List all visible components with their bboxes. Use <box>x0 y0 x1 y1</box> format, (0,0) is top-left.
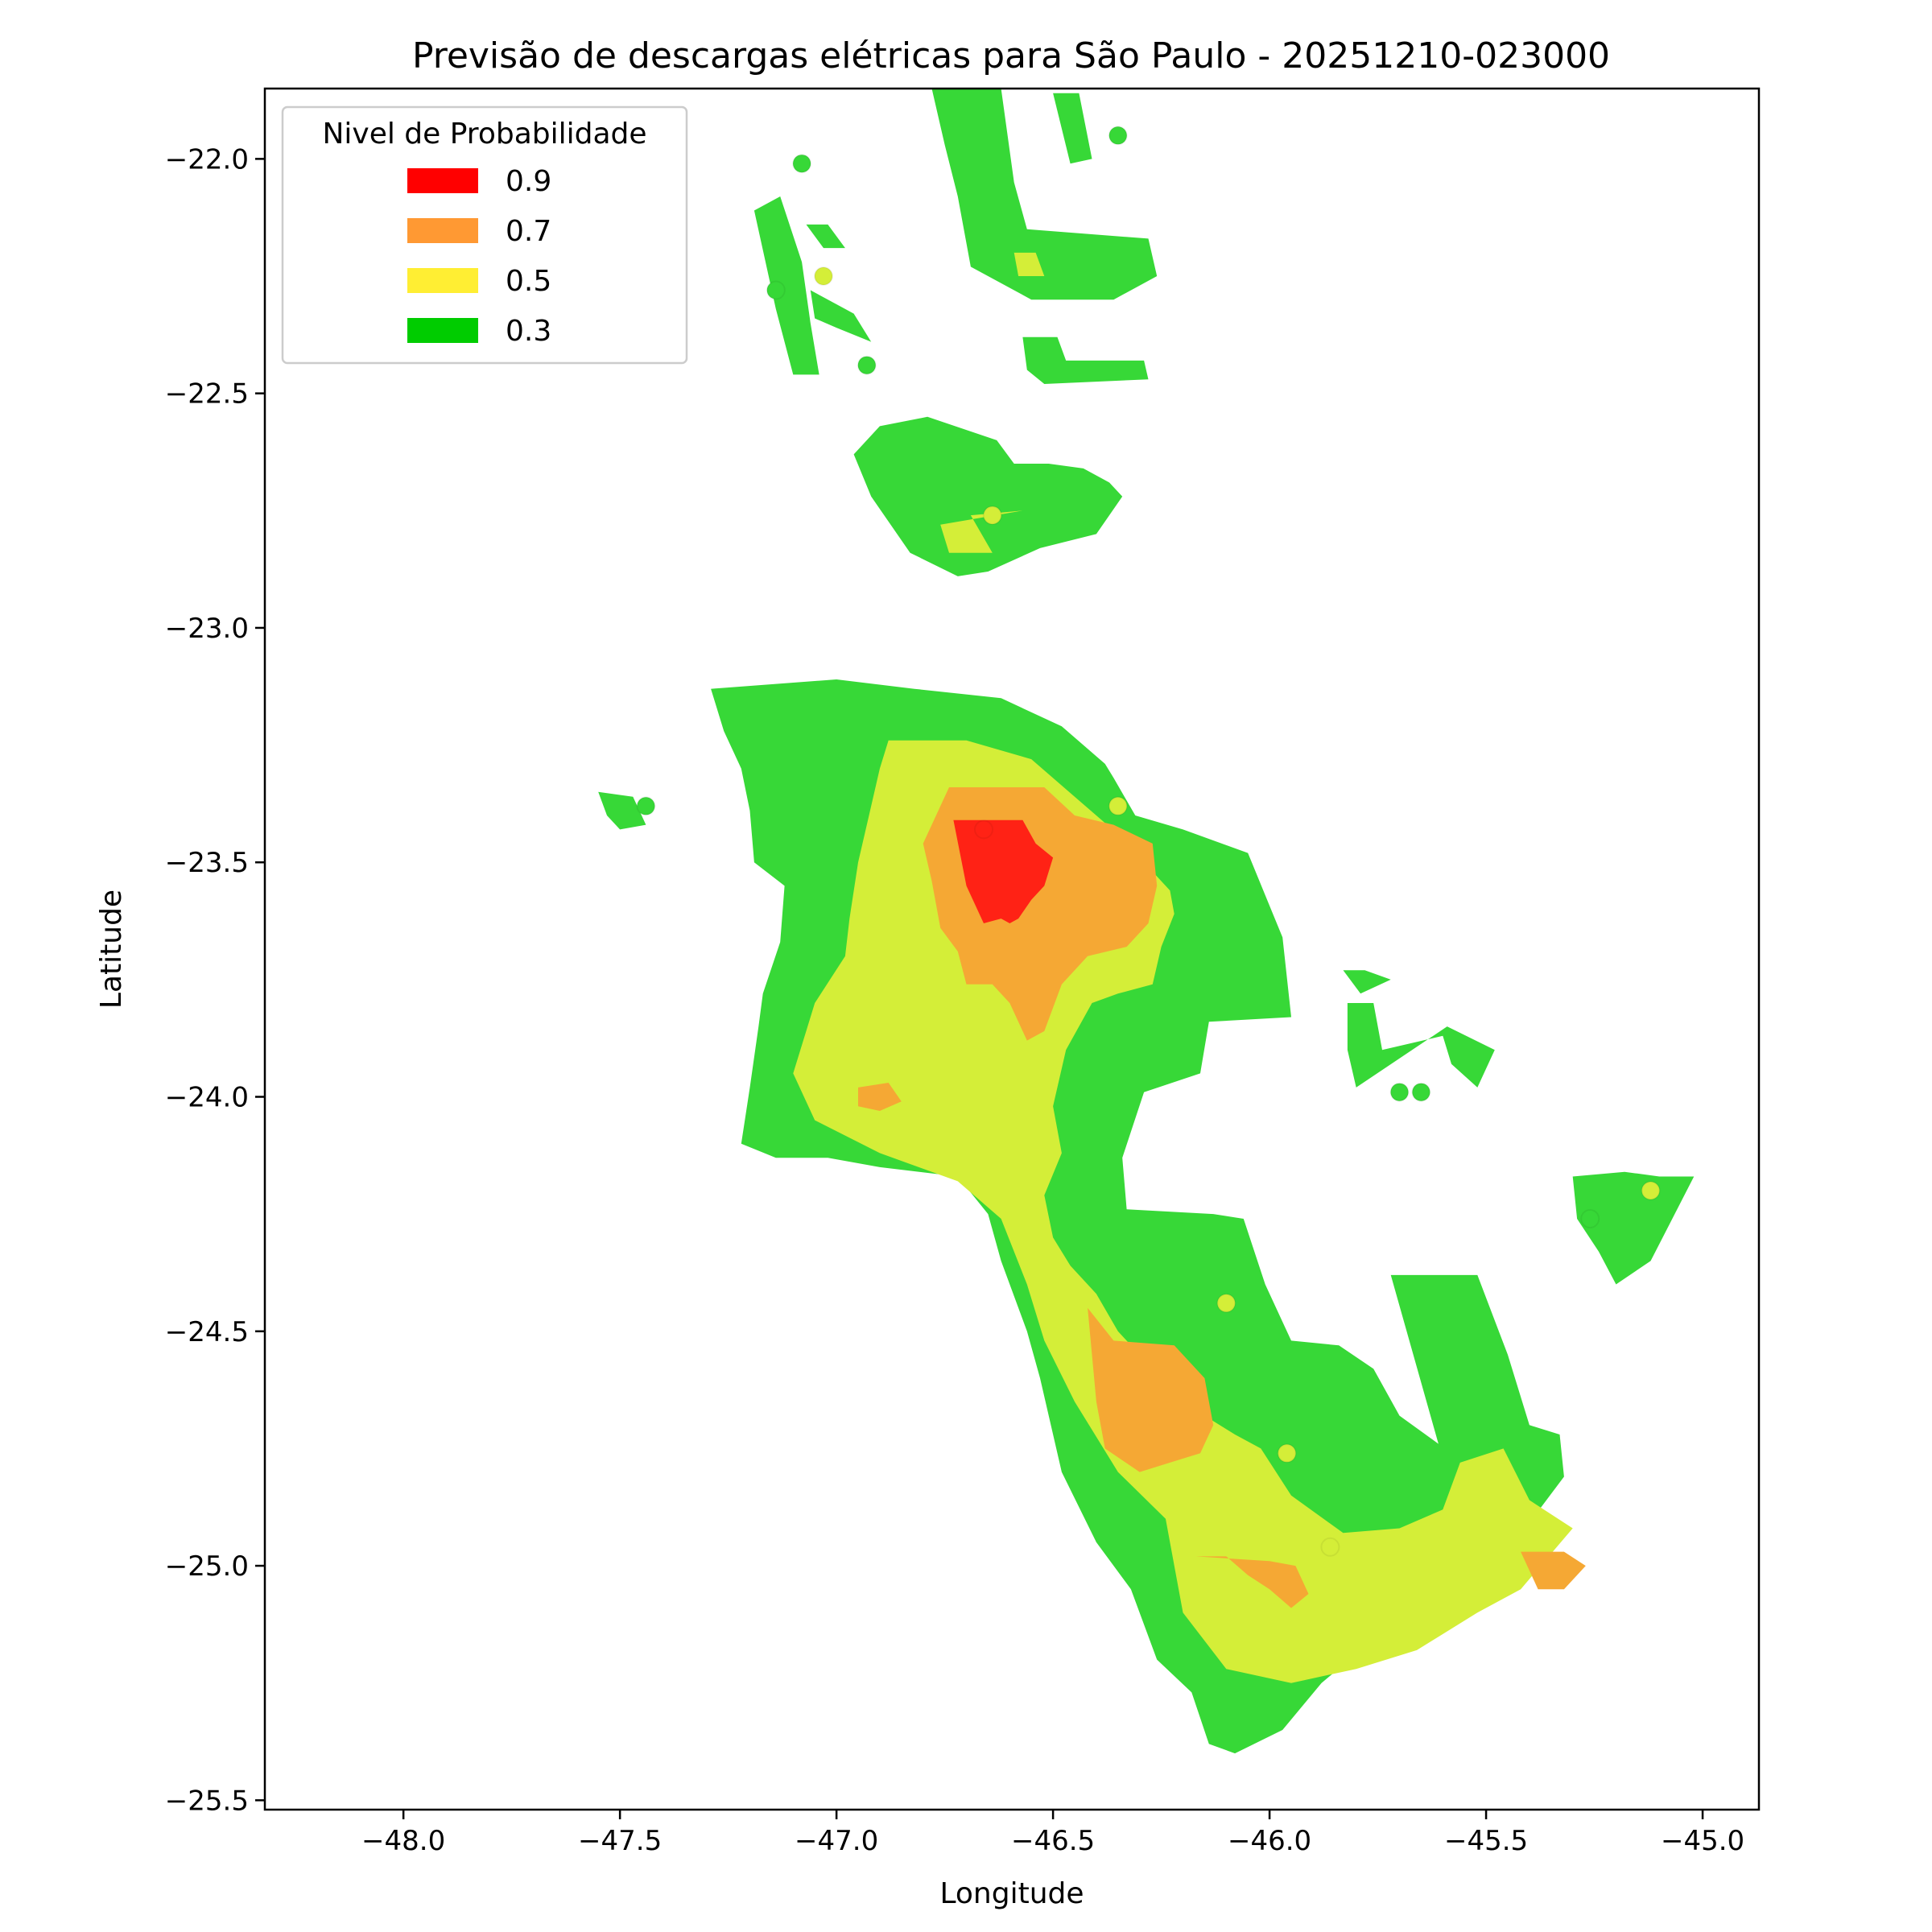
y-tick-label-3: −23.5 <box>165 847 249 879</box>
probability-region-05-12 <box>940 510 1023 553</box>
legend[interactable]: Nivel de Probabilidade 0.9 0.7 0.5 0.3 <box>281 105 688 365</box>
x-tick-label-5: −45.5 <box>1444 1825 1528 1857</box>
x-tick-label-6: −45.0 <box>1661 1825 1744 1857</box>
legend-label-1: 0.7 <box>506 215 551 248</box>
probability-region-03-10 <box>1347 1003 1495 1088</box>
strike-point-2 <box>814 266 833 286</box>
probability-region-03-8 <box>598 791 646 830</box>
strike-points <box>636 126 1661 1557</box>
strike-point-0 <box>792 154 812 174</box>
y-tick-label-6: −25.0 <box>165 1550 249 1583</box>
x-tick-label-0: −48.0 <box>361 1825 445 1857</box>
probability-region-07-19 <box>1521 1551 1586 1590</box>
y-axis-ticks: −22.0 −22.5 −23.0 −23.5 −24.0 −24.5 −25.0 −25.5 <box>165 143 265 1817</box>
y-tick-label-1: −22.5 <box>165 378 249 411</box>
y-tick-label-5: −24.5 <box>165 1316 249 1348</box>
legend-swatch-1 <box>407 218 478 243</box>
probability-region-03-3 <box>806 224 845 249</box>
legend-swatch-2 <box>407 268 478 293</box>
probability-region-05-13 <box>1013 252 1045 276</box>
plot-area <box>263 87 1761 1811</box>
y-tick-label-0: −22.0 <box>165 143 249 175</box>
probability-region-03-6 <box>853 416 1123 576</box>
strike-point-10 <box>1411 1082 1431 1102</box>
legend-title: Nivel de Probabilidade <box>322 118 646 151</box>
probability-regions <box>598 89 1695 1754</box>
legend-entries: 0.9 0.7 0.5 0.3 <box>407 165 551 348</box>
x-axis-label: Longitude <box>939 1877 1084 1910</box>
probability-region-03-0 <box>931 89 1158 300</box>
probability-region-03-5 <box>1022 336 1149 384</box>
strike-point-1 <box>1108 126 1128 146</box>
strike-point-14 <box>1277 1443 1297 1463</box>
plot-frame <box>263 87 1761 1811</box>
probability-region-03-11 <box>1572 1171 1695 1285</box>
legend-box <box>281 105 688 365</box>
strike-point-4 <box>857 355 877 375</box>
probability-region-03-9 <box>1343 970 1391 994</box>
probability-region-07-16 <box>1088 1307 1214 1472</box>
legend-swatch-0 <box>407 168 478 193</box>
y-axis-label: Latitude <box>95 890 128 1009</box>
strike-point-8 <box>1108 796 1128 816</box>
probability-region-07-18 <box>858 1083 902 1111</box>
legend-label-3: 0.3 <box>506 315 551 348</box>
probability-region-09-20 <box>953 819 1054 923</box>
legend-label-2: 0.5 <box>506 265 551 298</box>
strike-point-12 <box>1641 1181 1661 1200</box>
legend-label-0: 0.9 <box>506 165 551 198</box>
y-tick-label-7: −25.5 <box>165 1785 249 1817</box>
x-tick-label-3: −46.5 <box>1011 1825 1095 1857</box>
x-axis-ticks: −48.0 −47.5 −47.0 −46.5 −46.0 −45.5 −45.0 <box>361 1810 1744 1857</box>
x-tick-label-2: −47.0 <box>795 1825 878 1857</box>
y-tick-label-2: −23.0 <box>165 613 249 645</box>
strike-point-13 <box>1216 1293 1236 1313</box>
strike-point-11 <box>1580 1209 1600 1228</box>
y-tick-label-4: −24.0 <box>165 1082 249 1114</box>
probability-region-03-2 <box>753 196 819 375</box>
chart-title: Previsão de descargas elétricas para São… <box>412 35 1610 76</box>
strike-point-5 <box>982 506 1002 526</box>
strike-point-3 <box>766 280 786 300</box>
probability-region-03-4 <box>810 290 872 342</box>
probability-region-03-1 <box>1053 93 1092 164</box>
strike-point-9 <box>1389 1082 1410 1102</box>
strike-point-15 <box>1320 1537 1340 1557</box>
legend-swatch-3 <box>407 318 478 343</box>
strike-point-6 <box>636 796 656 816</box>
x-tick-label-4: −46.0 <box>1228 1825 1311 1857</box>
strike-point-7 <box>974 819 993 840</box>
probability-region-07-17 <box>1195 1556 1309 1608</box>
x-tick-label-1: −47.5 <box>578 1825 662 1857</box>
